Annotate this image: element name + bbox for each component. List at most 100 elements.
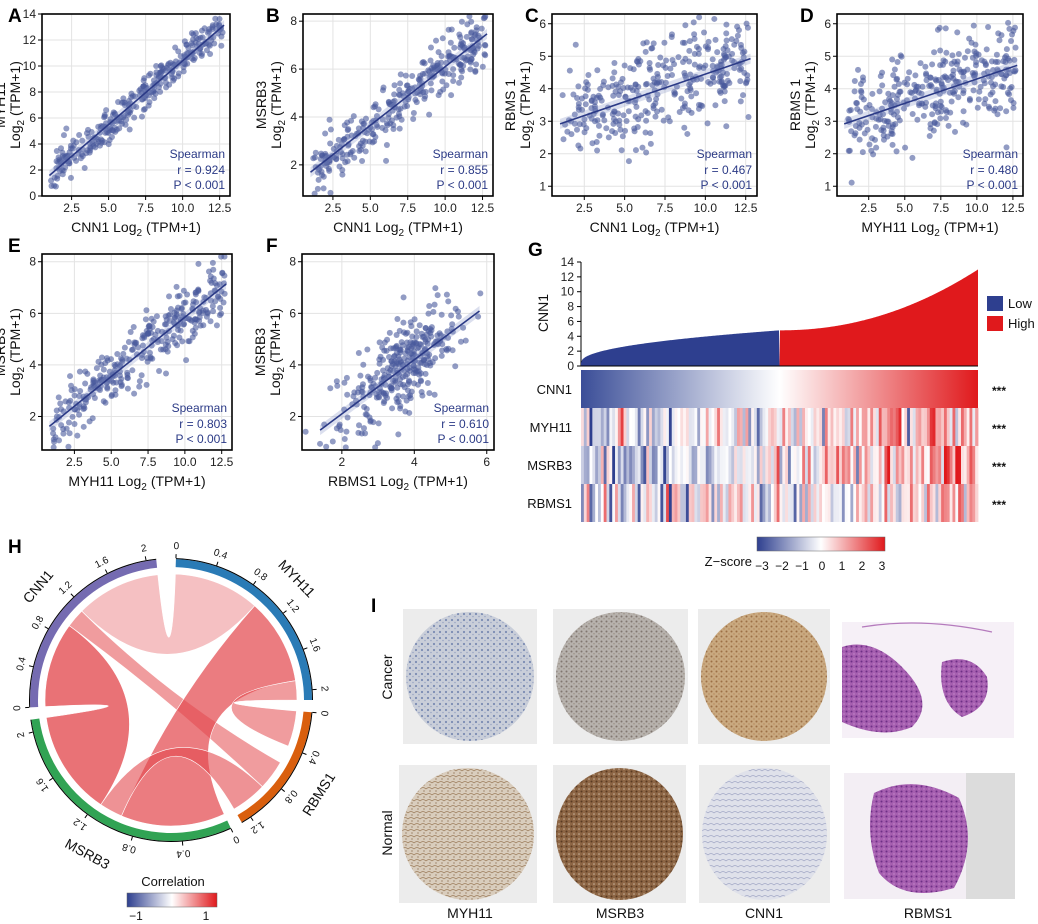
heatmap-cell <box>892 408 897 446</box>
data-point <box>969 69 976 76</box>
heatmap-cell <box>742 446 746 484</box>
data-point <box>396 91 403 98</box>
data-point <box>174 293 181 300</box>
data-point <box>218 253 225 260</box>
heatmap-cell <box>637 484 641 522</box>
data-point <box>723 70 730 77</box>
data-point <box>147 329 154 336</box>
data-point <box>138 355 145 362</box>
stat-method: Spearman <box>963 147 1018 161</box>
data-point <box>98 354 105 361</box>
stat-r: r = 0.924 <box>177 163 225 177</box>
y-axis-label-paren: (TPM+1) <box>517 61 533 116</box>
row-label-normal: Normal <box>379 810 395 855</box>
tissue-core <box>406 612 534 741</box>
data-point <box>942 73 949 80</box>
data-point <box>416 371 423 378</box>
data-point <box>666 118 673 125</box>
data-point <box>427 57 434 64</box>
x-tick-label: 12.5 <box>208 201 232 215</box>
heatmap-cell <box>807 408 812 446</box>
plot-frame <box>302 13 494 197</box>
heatmap-cell <box>717 408 721 446</box>
data-point <box>931 49 938 56</box>
heatmap-cell <box>583 484 588 522</box>
data-point <box>432 355 439 362</box>
x-axis-label-sub: 2 <box>141 482 147 493</box>
data-point <box>434 59 441 66</box>
heatmap-cell <box>827 484 831 522</box>
heatmap-cell <box>708 408 712 446</box>
data-point <box>320 185 327 192</box>
x-axis-label-log: Log <box>911 219 934 235</box>
y-axis-label: Log2 (TPM+1) <box>7 308 27 396</box>
heatmap-cell <box>685 446 690 484</box>
data-point <box>101 114 108 121</box>
heatmap-cell <box>677 484 681 522</box>
data-point <box>203 313 210 320</box>
tissue-core <box>701 612 827 741</box>
heatmap-cell <box>853 446 857 484</box>
heatmap-cell <box>898 484 902 522</box>
data-point <box>946 89 953 96</box>
sector-tick-label: 1.6 <box>34 775 51 793</box>
data-point <box>355 385 362 392</box>
heatmap-cell <box>629 484 633 522</box>
heatmap-cell <box>833 446 837 484</box>
data-point <box>983 46 990 53</box>
data-point <box>723 37 730 44</box>
data-point <box>632 147 639 154</box>
data-point <box>998 70 1005 77</box>
data-point <box>702 43 709 50</box>
sector-tick <box>104 569 108 574</box>
data-point <box>972 41 979 48</box>
heatmap-cell <box>677 446 681 484</box>
heatmap-cell <box>742 484 746 522</box>
heatmap-cell <box>671 408 675 446</box>
heatmap-cell <box>586 408 590 446</box>
heatmap-cell <box>907 408 911 446</box>
y-tick-label: 6 <box>290 62 297 76</box>
heatmap-cell <box>816 484 820 522</box>
heatmap-cell <box>946 446 951 484</box>
heatmap-cell <box>839 408 843 446</box>
x-axis-label-var: MYH11 <box>861 219 911 235</box>
sector-tick-label: 1.6 <box>307 637 322 654</box>
tissue-field <box>966 773 1015 899</box>
data-point <box>98 136 105 143</box>
data-point <box>880 124 887 131</box>
data-point <box>439 347 446 354</box>
heatmap-cell <box>901 408 905 446</box>
data-point <box>737 78 744 85</box>
panel-a: 2.5 5.0 7.5 10.0 12.5 0 2 4 6 8 10 12 14 Spearman r = … <box>0 6 232 239</box>
data-point <box>361 403 368 410</box>
data-point <box>350 113 357 120</box>
heatmap-cell <box>850 446 854 484</box>
heatmap-cell <box>844 484 848 522</box>
heatmap-cell <box>714 484 718 522</box>
data-point <box>53 407 60 414</box>
stat-p: P < 0.001 <box>176 432 228 446</box>
stat-p: P < 0.001 <box>701 178 753 192</box>
y-axis-label-sub: 2 <box>16 120 27 126</box>
column-label: MYH11 <box>447 905 493 921</box>
heatmap-cell <box>685 484 690 522</box>
heatmap-cell <box>586 446 590 484</box>
heatmap-cell <box>873 446 877 484</box>
data-point <box>189 334 196 341</box>
heatmap-cell <box>717 484 721 522</box>
data-point <box>678 95 685 102</box>
zscore-tick: 2 <box>859 559 866 573</box>
data-point <box>184 291 191 298</box>
data-point <box>652 100 659 107</box>
panel-letter: G <box>528 240 543 261</box>
data-point <box>399 373 406 380</box>
data-point <box>611 69 618 76</box>
data-point <box>681 39 688 46</box>
heatmap-cell <box>719 484 724 522</box>
heatmap-cell <box>966 446 970 484</box>
data-point <box>942 25 949 32</box>
heatmap-cell <box>731 408 735 446</box>
heatmap-cell <box>802 446 806 484</box>
heatmap-cell <box>941 484 945 522</box>
